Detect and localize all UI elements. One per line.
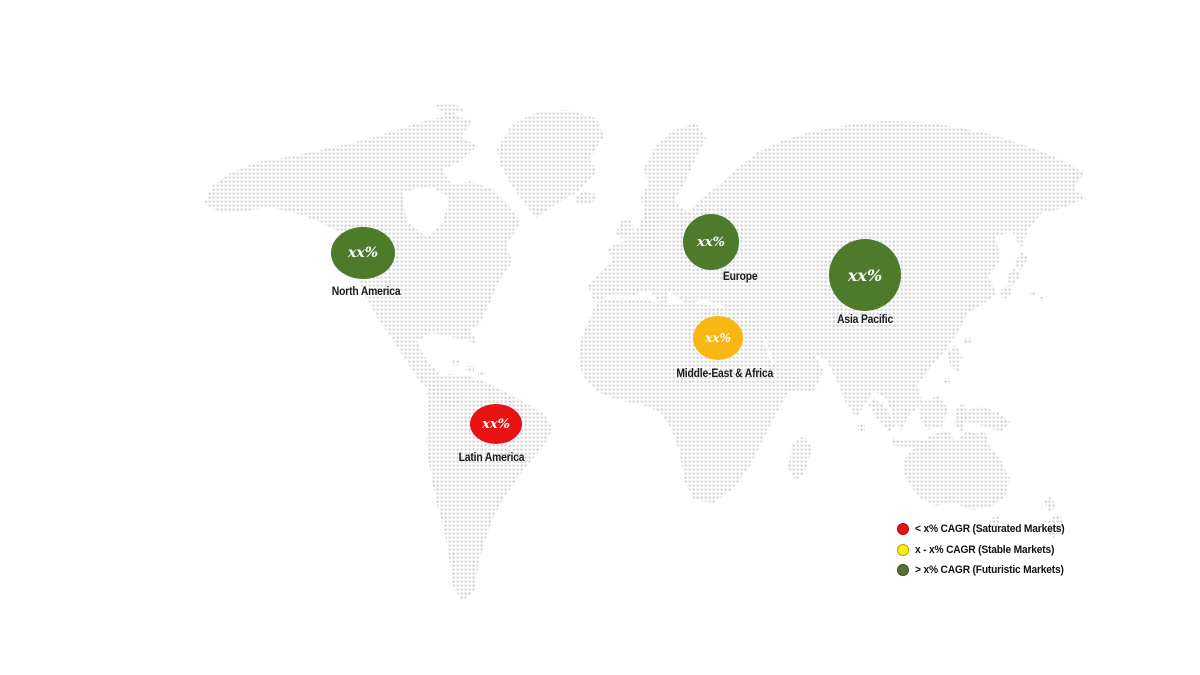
bubble-value: xx% <box>697 234 725 250</box>
bubble-middle-east-africa: xx% <box>693 316 743 360</box>
label-north-america: North America <box>331 286 401 298</box>
bubble-latin-america: xx% <box>470 404 522 444</box>
legend-item-stable: x - x% CAGR (Stable Markets) <box>897 543 1076 557</box>
label-europe: Europe <box>722 271 758 283</box>
bubble-value: xx% <box>847 265 883 285</box>
bubble-north-america: xx% <box>331 227 395 279</box>
bubble-asia-pacific: xx% <box>829 239 901 311</box>
legend-item-label: > x% CAGR (Futuristic Markets) <box>915 564 1064 576</box>
bubble-value: xx% <box>482 416 510 432</box>
legend-item-label: x - x% CAGR (Stable Markets) <box>915 543 1055 556</box>
label-latin-america: Latin America <box>459 452 525 464</box>
legend-item-futuristic: > x% CAGR (Futuristic Markets) <box>897 563 1076 577</box>
label-middle-east-africa: Middle-East & Africa <box>676 368 774 380</box>
cagr-legend: < x% CAGR (Saturated Markets) x - x% CAG… <box>897 522 1076 584</box>
bubble-europe: xx% <box>683 214 739 270</box>
red-dot-icon <box>897 523 909 535</box>
bubble-value: xx% <box>348 245 378 261</box>
legend-item-saturated: < x% CAGR (Saturated Markets) <box>897 522 1076 536</box>
green-dot-icon <box>897 564 909 576</box>
label-asia-pacific: Asia Pacific <box>837 314 893 326</box>
legend-item-label: < x% CAGR (Saturated Markets) <box>915 523 1065 535</box>
hudson-bay-water <box>402 186 449 238</box>
bubble-value: xx% <box>705 331 731 345</box>
yellow-dot-icon <box>897 543 909 556</box>
